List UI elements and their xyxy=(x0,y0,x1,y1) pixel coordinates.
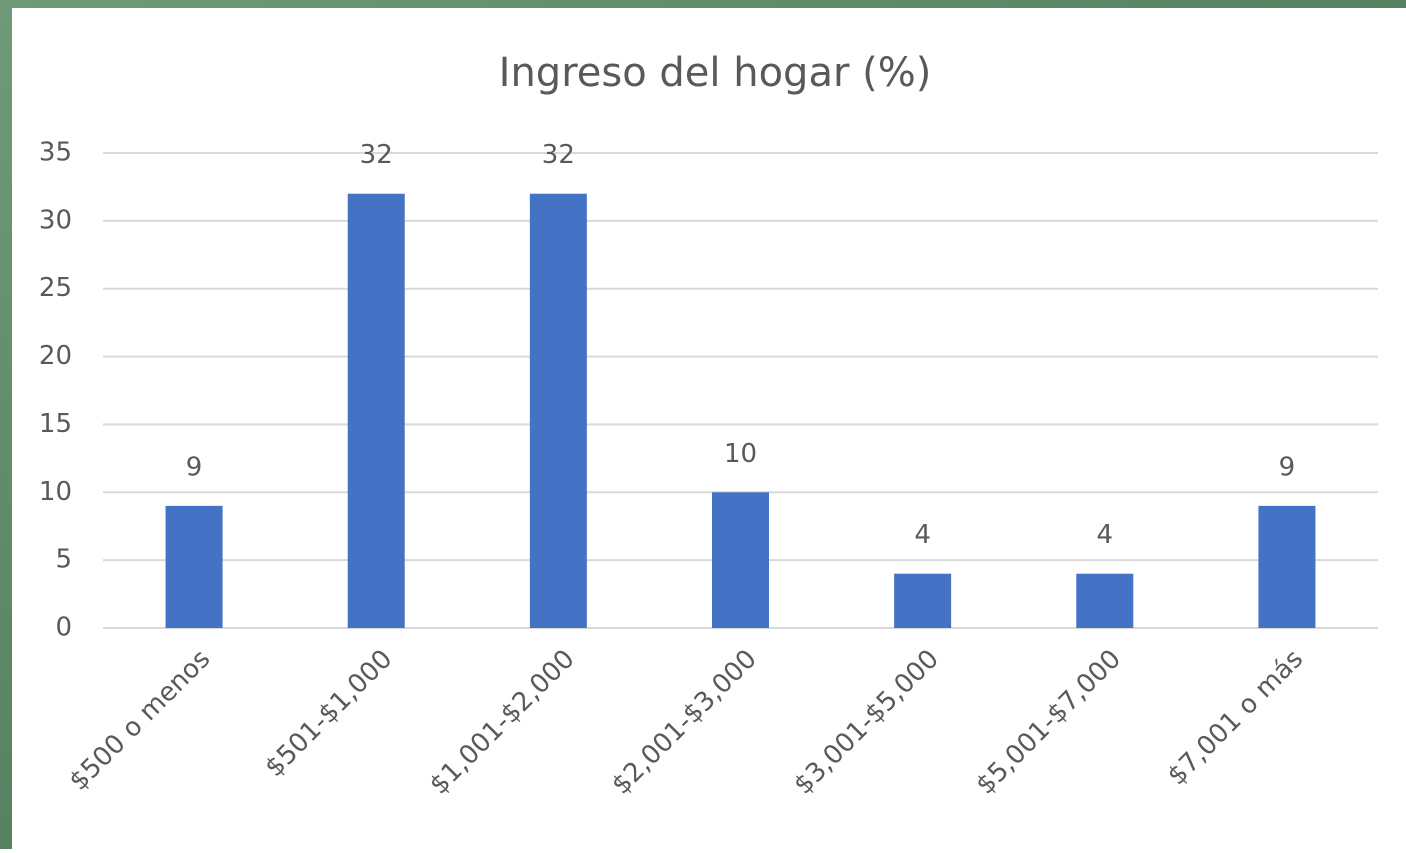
chart-area xyxy=(12,8,1406,849)
data-label: 32 xyxy=(360,140,393,170)
data-label: 9 xyxy=(186,452,203,482)
y-tick-label: 0 xyxy=(55,613,72,643)
bar xyxy=(712,492,769,628)
bar xyxy=(1258,505,1316,628)
bar xyxy=(894,573,952,628)
chart-title: Ingreso del hogar (%) xyxy=(499,50,932,96)
y-tick-label: 5 xyxy=(55,545,72,575)
bar xyxy=(529,193,587,628)
bar xyxy=(347,193,405,628)
data-label: 9 xyxy=(1279,452,1296,482)
y-tick-label: 20 xyxy=(39,341,72,371)
data-label: 4 xyxy=(1097,520,1114,550)
y-tick-label: 15 xyxy=(39,409,72,439)
data-label: 10 xyxy=(724,439,757,469)
bar xyxy=(165,505,223,628)
y-tick-label: 30 xyxy=(39,205,72,235)
y-tick-label: 35 xyxy=(39,138,72,168)
bar xyxy=(1076,573,1134,628)
data-label: 4 xyxy=(914,520,931,550)
data-label: 32 xyxy=(542,140,575,170)
y-tick-label: 10 xyxy=(39,477,72,507)
y-tick-label: 25 xyxy=(39,273,72,303)
